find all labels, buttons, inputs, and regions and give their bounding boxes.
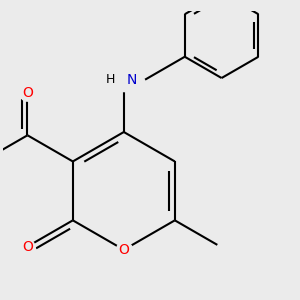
Text: N: N — [127, 73, 137, 87]
Text: O: O — [22, 86, 33, 100]
Text: H: H — [106, 73, 116, 86]
Text: O: O — [118, 243, 129, 257]
Text: O: O — [22, 239, 33, 254]
